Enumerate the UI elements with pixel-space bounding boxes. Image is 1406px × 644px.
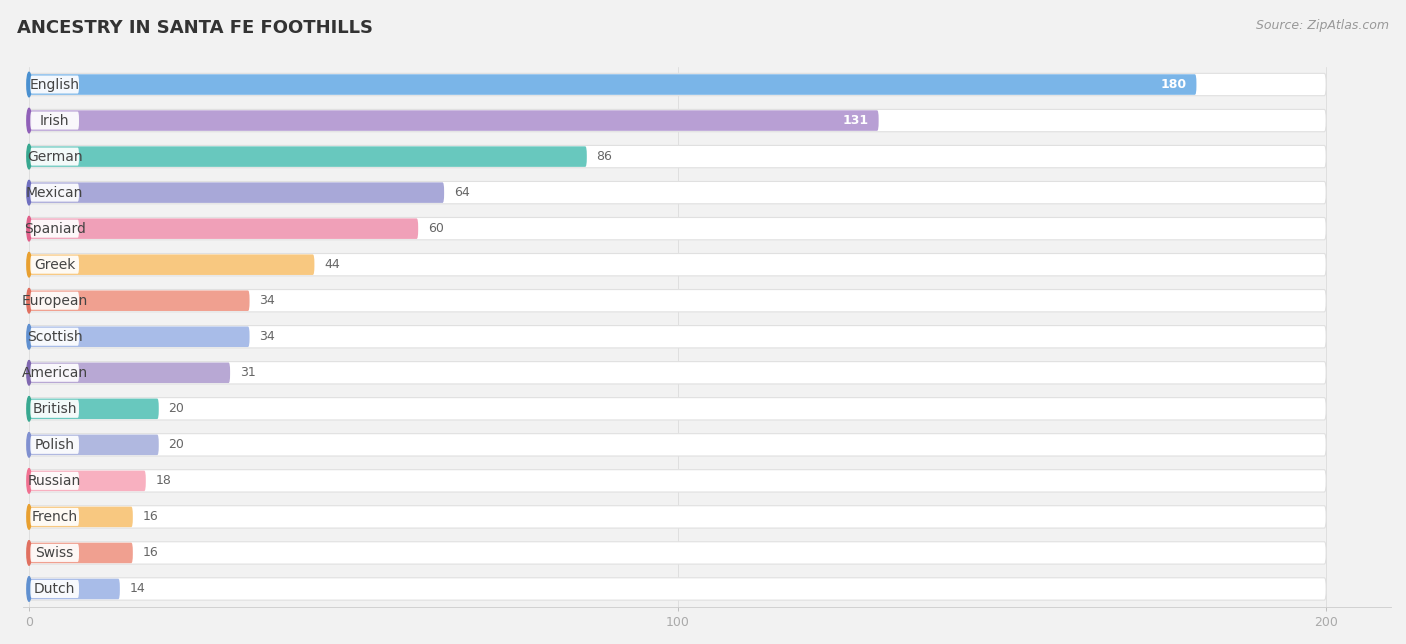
FancyBboxPatch shape: [31, 436, 79, 454]
Text: 64: 64: [454, 186, 470, 199]
Text: 16: 16: [142, 546, 159, 560]
Text: German: German: [27, 149, 83, 164]
FancyBboxPatch shape: [30, 290, 249, 311]
FancyBboxPatch shape: [30, 182, 444, 203]
FancyBboxPatch shape: [30, 326, 1326, 348]
Text: ANCESTRY IN SANTA FE FOOTHILLS: ANCESTRY IN SANTA FE FOOTHILLS: [17, 19, 373, 37]
FancyBboxPatch shape: [30, 110, 879, 131]
Text: 34: 34: [259, 330, 276, 343]
FancyBboxPatch shape: [31, 472, 79, 490]
Text: Dutch: Dutch: [34, 582, 76, 596]
Circle shape: [27, 397, 31, 421]
FancyBboxPatch shape: [30, 363, 231, 383]
Text: Scottish: Scottish: [27, 330, 83, 344]
FancyBboxPatch shape: [31, 184, 79, 202]
FancyBboxPatch shape: [30, 146, 1326, 168]
Circle shape: [27, 180, 31, 205]
FancyBboxPatch shape: [30, 399, 159, 419]
FancyBboxPatch shape: [31, 580, 79, 598]
FancyBboxPatch shape: [31, 364, 79, 382]
FancyBboxPatch shape: [30, 290, 1326, 312]
FancyBboxPatch shape: [30, 109, 1326, 132]
Text: 34: 34: [259, 294, 276, 307]
Text: 14: 14: [129, 582, 145, 596]
Text: 86: 86: [596, 150, 613, 163]
FancyBboxPatch shape: [30, 254, 315, 275]
FancyBboxPatch shape: [30, 362, 1326, 384]
FancyBboxPatch shape: [30, 254, 1326, 276]
Text: 180: 180: [1160, 78, 1187, 91]
FancyBboxPatch shape: [31, 328, 79, 346]
FancyBboxPatch shape: [30, 506, 1326, 528]
Text: Swiss: Swiss: [35, 546, 73, 560]
Text: 20: 20: [169, 439, 184, 451]
Text: Source: ZipAtlas.com: Source: ZipAtlas.com: [1256, 19, 1389, 32]
Text: Irish: Irish: [39, 113, 69, 128]
FancyBboxPatch shape: [31, 508, 79, 526]
Circle shape: [27, 252, 31, 277]
Text: 31: 31: [240, 366, 256, 379]
Text: British: British: [32, 402, 77, 416]
FancyBboxPatch shape: [30, 471, 146, 491]
FancyBboxPatch shape: [30, 507, 132, 527]
FancyBboxPatch shape: [30, 146, 586, 167]
FancyBboxPatch shape: [30, 182, 1326, 204]
Text: English: English: [30, 77, 80, 91]
FancyBboxPatch shape: [30, 433, 1326, 456]
Circle shape: [27, 577, 31, 601]
FancyBboxPatch shape: [31, 75, 79, 93]
FancyBboxPatch shape: [31, 147, 79, 166]
FancyBboxPatch shape: [31, 400, 79, 418]
FancyBboxPatch shape: [30, 397, 1326, 420]
Circle shape: [27, 216, 31, 241]
FancyBboxPatch shape: [31, 256, 79, 274]
Text: Polish: Polish: [35, 438, 75, 452]
Text: Greek: Greek: [34, 258, 76, 272]
Circle shape: [27, 541, 31, 565]
FancyBboxPatch shape: [30, 327, 249, 347]
Circle shape: [27, 505, 31, 529]
Text: 44: 44: [325, 258, 340, 271]
Circle shape: [27, 289, 31, 313]
FancyBboxPatch shape: [31, 111, 79, 129]
Text: French: French: [31, 510, 77, 524]
FancyBboxPatch shape: [30, 578, 1326, 600]
Circle shape: [27, 108, 31, 133]
FancyBboxPatch shape: [30, 74, 1197, 95]
Text: 20: 20: [169, 402, 184, 415]
Circle shape: [27, 325, 31, 349]
Circle shape: [27, 144, 31, 169]
FancyBboxPatch shape: [31, 544, 79, 562]
Circle shape: [27, 433, 31, 457]
Text: American: American: [21, 366, 87, 380]
Text: 16: 16: [142, 511, 159, 524]
Circle shape: [27, 469, 31, 493]
Text: 131: 131: [842, 114, 869, 127]
Text: Mexican: Mexican: [25, 185, 83, 200]
Text: 60: 60: [427, 222, 444, 235]
Text: 18: 18: [156, 475, 172, 488]
FancyBboxPatch shape: [30, 218, 418, 239]
FancyBboxPatch shape: [31, 220, 79, 238]
FancyBboxPatch shape: [30, 543, 132, 564]
Circle shape: [27, 72, 31, 97]
Text: European: European: [21, 294, 87, 308]
Circle shape: [27, 361, 31, 385]
FancyBboxPatch shape: [30, 579, 120, 599]
Text: Russian: Russian: [28, 474, 82, 488]
FancyBboxPatch shape: [31, 292, 79, 310]
FancyBboxPatch shape: [30, 73, 1326, 96]
FancyBboxPatch shape: [30, 435, 159, 455]
Text: Spaniard: Spaniard: [24, 222, 86, 236]
FancyBboxPatch shape: [30, 218, 1326, 240]
FancyBboxPatch shape: [30, 469, 1326, 492]
FancyBboxPatch shape: [30, 542, 1326, 564]
